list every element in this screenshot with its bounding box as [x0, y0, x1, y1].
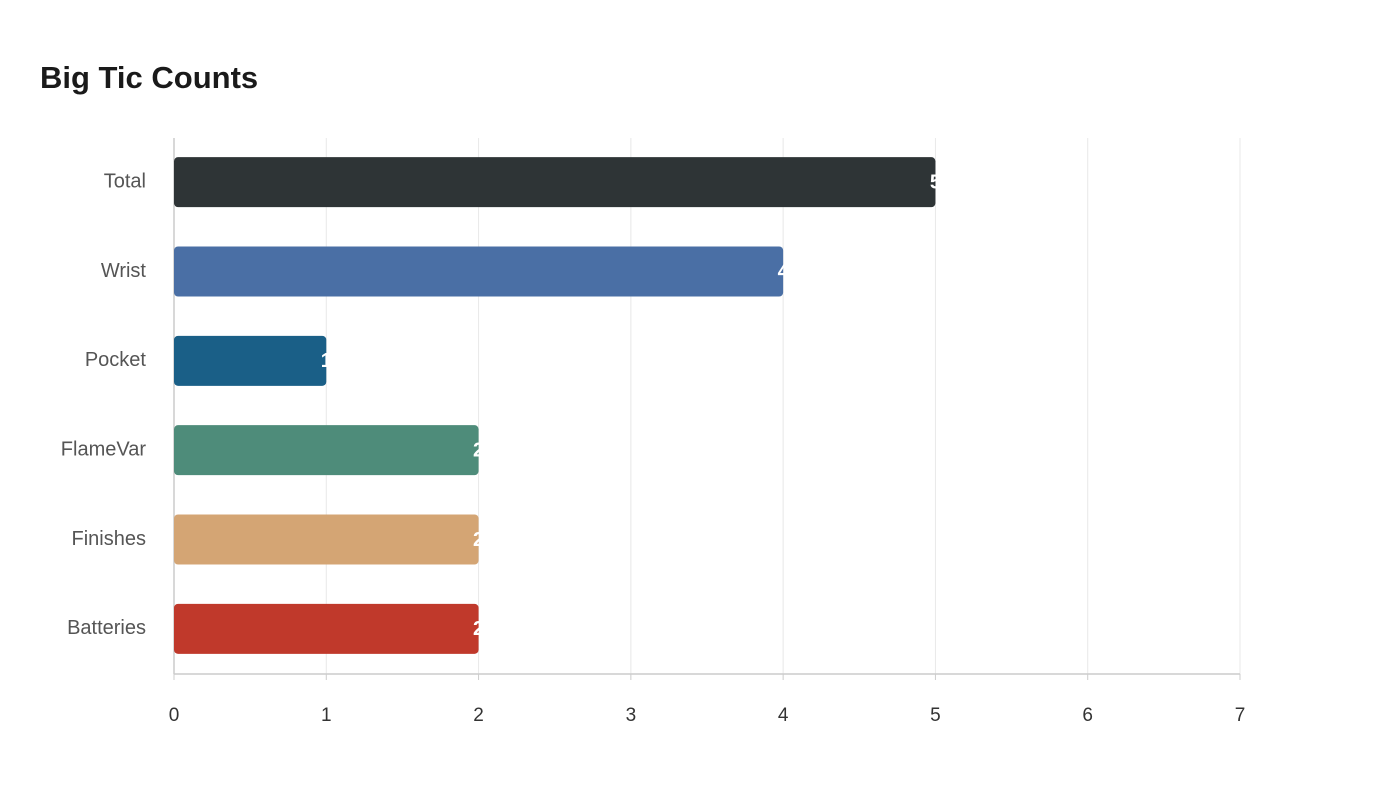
data-label: 2 — [473, 618, 484, 640]
y-tick-label: Pocket — [85, 349, 147, 371]
x-tick-label: 5 — [930, 705, 941, 726]
bar — [174, 246, 784, 297]
x-tick-label: 4 — [778, 705, 789, 726]
y-tick-label: Total — [104, 170, 146, 192]
bar — [174, 157, 936, 208]
x-tick-label: 3 — [626, 705, 637, 726]
x-tick-label: 6 — [1082, 705, 1093, 726]
y-tick-label: Finishes — [72, 528, 146, 550]
bar — [174, 335, 327, 386]
y-tick-label: Wrist — [101, 260, 147, 282]
y-tick-label: Batteries — [67, 617, 146, 639]
data-label: 4 — [778, 261, 790, 283]
bar — [174, 425, 479, 476]
x-tick-label: 1 — [321, 705, 332, 726]
bar — [174, 603, 479, 654]
data-label: 1 — [321, 350, 332, 372]
x-tick-label: 2 — [473, 705, 484, 726]
data-label: 5 — [930, 171, 941, 193]
x-tick-label: 7 — [1235, 705, 1246, 726]
bar — [174, 514, 479, 565]
x-tick-label: 0 — [169, 705, 180, 726]
chart-title: Big Tic Counts — [40, 60, 258, 95]
y-tick-label: FlameVar — [61, 438, 147, 460]
data-label: 2 — [473, 439, 484, 461]
data-label: 2 — [473, 529, 484, 551]
